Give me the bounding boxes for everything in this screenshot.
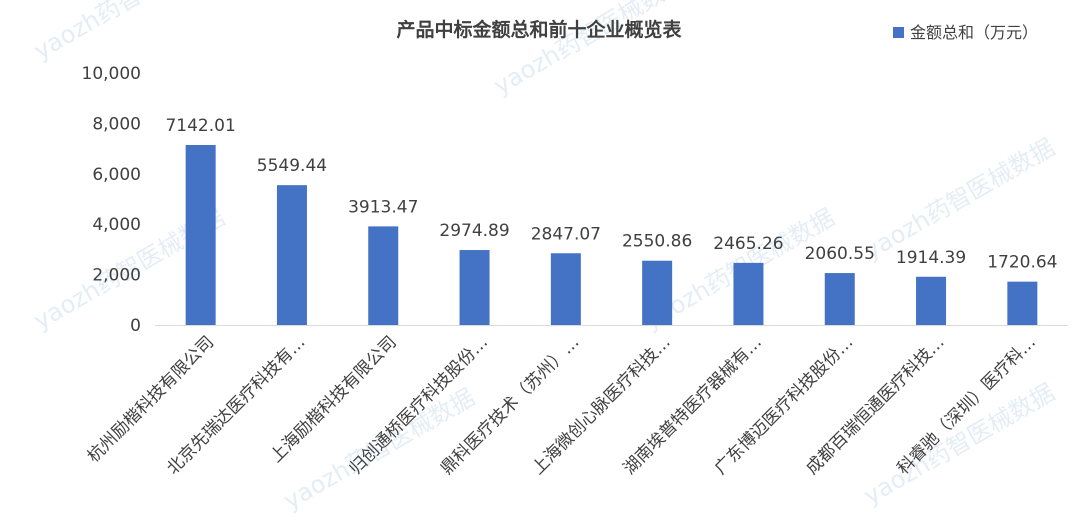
bar-value-label: 7142.01 — [165, 116, 235, 136]
y-tick-label: 8,000 — [92, 114, 141, 134]
bar — [276, 185, 307, 325]
bar — [916, 276, 947, 325]
bar — [185, 145, 216, 325]
data-labels: 7142.01 5549.44 3913.47 2974.89 2847.07 2550.… — [165, 116, 1057, 273]
y-tick-label: 6,000 — [92, 165, 141, 185]
bar-value-label: 1720.64 — [987, 253, 1057, 273]
legend-label: 金额总和（万元） — [910, 23, 1038, 42]
bar-value-label: 2974.89 — [439, 221, 509, 241]
bar — [550, 253, 581, 325]
y-tick-label: 4,000 — [92, 215, 141, 235]
y-axis: 0 2,000 4,000 6,000 8,000 10,000 — [82, 64, 141, 336]
bar-value-label: 5549.44 — [257, 156, 327, 176]
y-tick-label: 10,000 — [82, 64, 141, 84]
legend-swatch — [893, 27, 904, 38]
legend: 金额总和（万元） — [893, 23, 1038, 42]
bar-value-label: 2847.07 — [531, 224, 601, 244]
chart-title: 产品中标金额总和前十企业概览表 — [396, 18, 682, 41]
bar-value-label: 2550.86 — [622, 232, 692, 252]
bar-value-label: 3913.47 — [348, 197, 418, 217]
bar — [824, 273, 855, 325]
bar-value-label: 2465.26 — [713, 234, 783, 254]
bar-series — [185, 145, 1038, 325]
bar — [733, 262, 764, 325]
bar — [1007, 281, 1038, 325]
bar-value-label: 1914.39 — [896, 248, 966, 268]
bar — [368, 226, 399, 325]
bar-value-label: 2060.55 — [805, 244, 875, 264]
bar — [642, 260, 673, 325]
y-tick-label: 2,000 — [92, 266, 141, 286]
y-tick-label: 0 — [130, 316, 141, 336]
bar — [459, 250, 490, 325]
